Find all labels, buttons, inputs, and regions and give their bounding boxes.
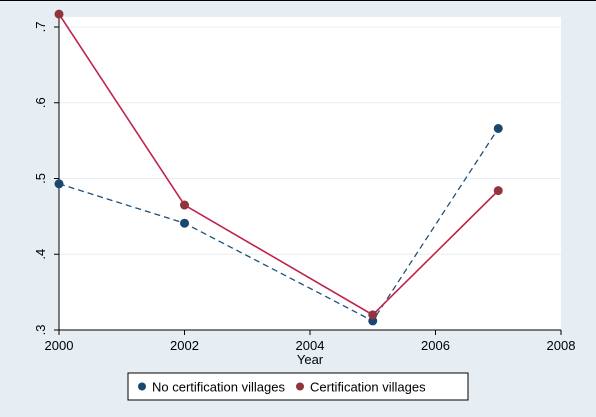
x-tick-label: 2008 xyxy=(547,338,576,353)
legend-label-series-1: No certification villages xyxy=(152,380,285,395)
y-tick-label: .5 xyxy=(33,173,48,184)
y-tick-label: .4 xyxy=(33,249,48,260)
series-line-2 xyxy=(58,13,499,316)
series-line-1 xyxy=(58,128,499,322)
data-point-series-1 xyxy=(180,218,189,228)
plot-area xyxy=(59,17,561,330)
x-tick-label: 2000 xyxy=(45,338,74,353)
y-tick-label: .3 xyxy=(33,325,48,336)
y-tick-label: .7 xyxy=(33,22,48,33)
y-tick-label: .6 xyxy=(33,97,48,108)
legend-marker-series-2 xyxy=(296,382,304,391)
x-tick-label: 2004 xyxy=(296,338,325,353)
data-point-series-2 xyxy=(54,9,64,19)
data-point-series-1 xyxy=(493,124,503,134)
x-tick-label: 2002 xyxy=(170,338,199,353)
x-axis-title: Year xyxy=(297,352,324,367)
data-point-series-1 xyxy=(54,179,64,189)
data-point-series-2 xyxy=(493,186,503,196)
x-tick-label: 2006 xyxy=(421,338,450,353)
data-point-series-2 xyxy=(180,200,189,210)
legend-label-series-2: Certification villages xyxy=(310,380,426,395)
data-point-series-2 xyxy=(368,310,378,320)
legend-marker-series-1 xyxy=(138,382,146,391)
